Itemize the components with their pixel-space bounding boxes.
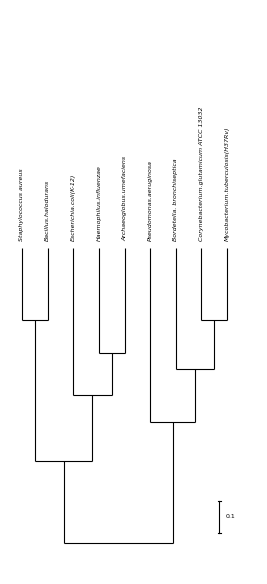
- Text: Mycobacterium.tuberculosis(H37Rv): Mycobacterium.tuberculosis(H37Rv): [225, 127, 230, 241]
- Text: Corynebacterium.glutamicum ATCC 13032: Corynebacterium.glutamicum ATCC 13032: [199, 107, 204, 241]
- Text: Escherichia.coli(K-12): Escherichia.coli(K-12): [71, 173, 76, 241]
- Text: Bordetella. bronchiseptica: Bordetella. bronchiseptica: [173, 158, 178, 241]
- Text: Haemophilus.influenzae: Haemophilus.influenzae: [96, 165, 101, 241]
- Text: Pseudomonas.aeruginosa: Pseudomonas.aeruginosa: [148, 160, 153, 241]
- Text: Staphylococcus aureus: Staphylococcus aureus: [19, 168, 24, 241]
- Text: 0.1: 0.1: [226, 515, 235, 519]
- Text: Archaeoglobus.umefaciens: Archaeoglobus.umefaciens: [122, 156, 127, 241]
- Text: Bacillus.halodurans: Bacillus.halodurans: [45, 180, 50, 241]
